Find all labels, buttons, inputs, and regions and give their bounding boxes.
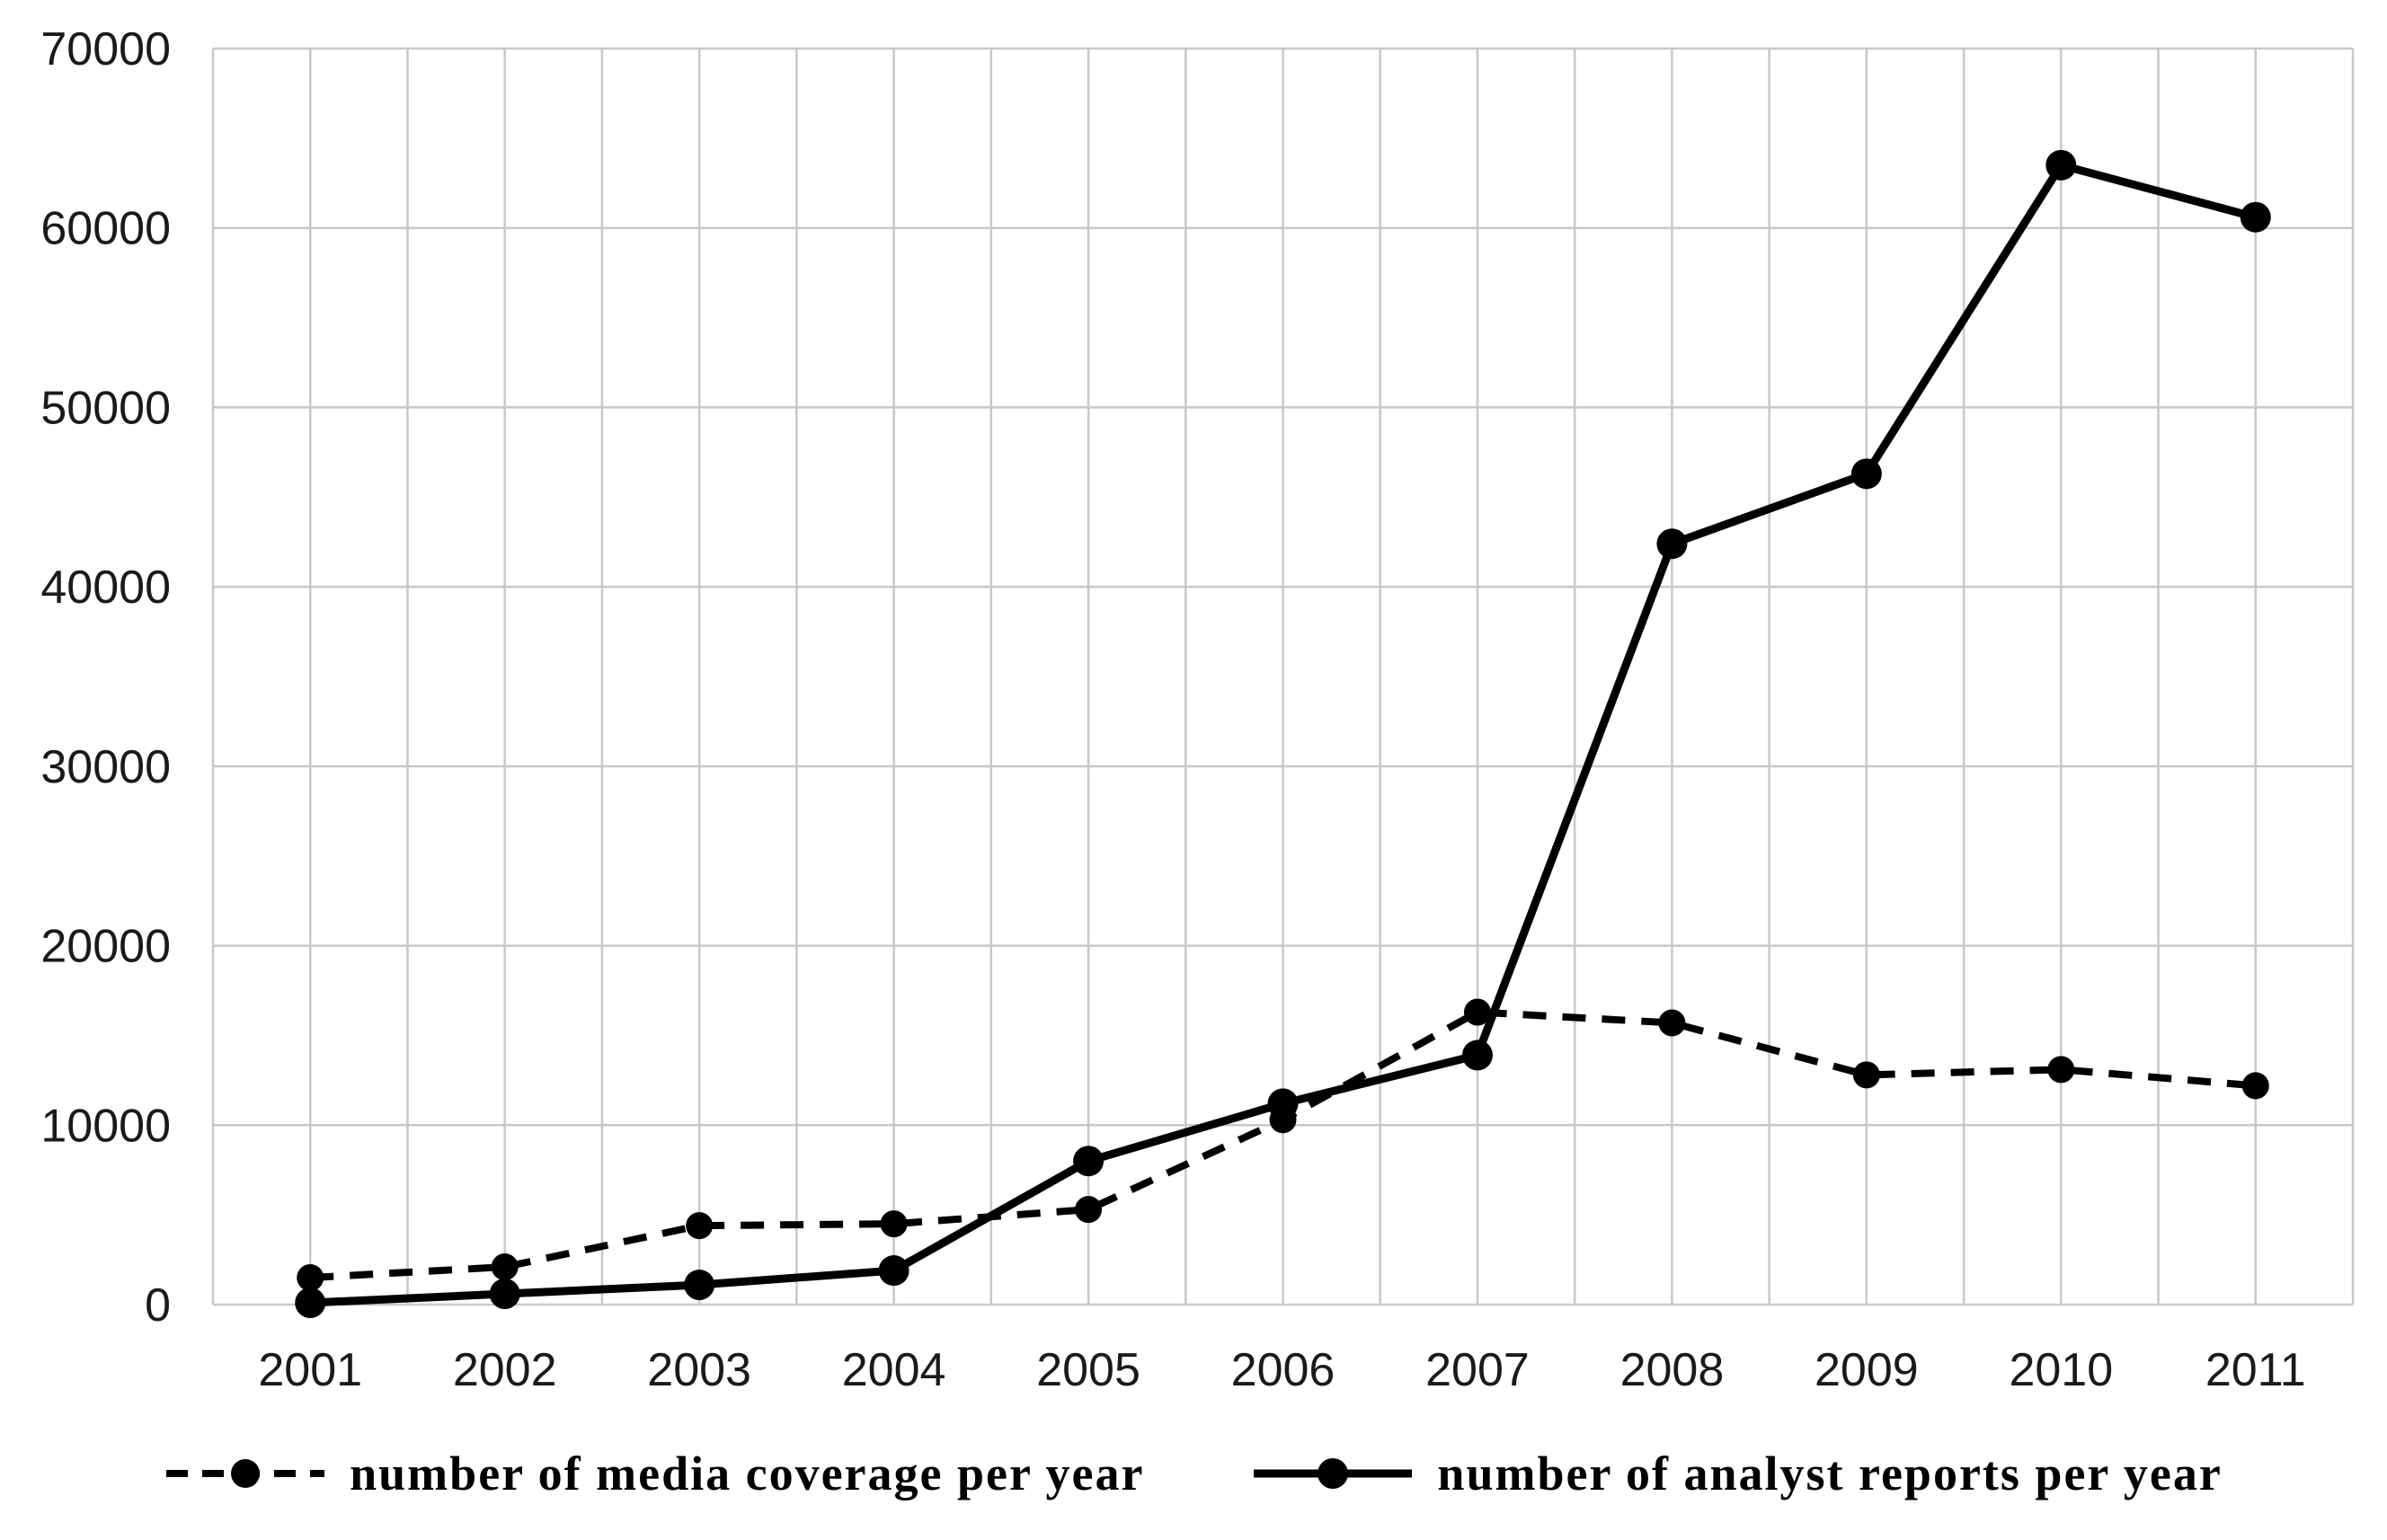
data-point bbox=[1850, 458, 1882, 490]
data-point bbox=[1075, 1196, 1103, 1224]
data-point bbox=[1852, 1061, 1880, 1089]
legend-label-analyst-reports: number of analyst reports per year bbox=[1437, 1447, 2223, 1500]
y-tick-label: 70000 bbox=[40, 23, 171, 75]
y-tick-label: 30000 bbox=[40, 741, 171, 793]
dashed-line-marker-sample bbox=[166, 1459, 325, 1488]
legend-label-media-coverage: number of media coverage per year bbox=[350, 1447, 1145, 1500]
x-tick-label: 2001 bbox=[258, 1344, 362, 1396]
data-point bbox=[2047, 1056, 2075, 1084]
y-tick-label: 60000 bbox=[40, 203, 171, 255]
data-point bbox=[297, 1264, 324, 1292]
data-point bbox=[2045, 149, 2077, 181]
legend-item-media-coverage: number of media coverage per year bbox=[164, 1445, 1144, 1502]
data-point bbox=[2241, 1072, 2269, 1100]
data-point bbox=[491, 1253, 519, 1281]
y-tick-label: 50000 bbox=[40, 382, 171, 434]
data-point bbox=[1267, 1088, 1299, 1120]
x-tick-label: 2010 bbox=[2009, 1344, 2113, 1396]
y-tick-label: 40000 bbox=[40, 562, 171, 614]
x-tick-label: 2003 bbox=[647, 1344, 751, 1396]
x-tick-label: 2009 bbox=[1815, 1344, 1919, 1396]
y-tick-label: 10000 bbox=[40, 1100, 171, 1152]
y-tick-label: 0 bbox=[145, 1279, 171, 1332]
x-tick-label: 2004 bbox=[842, 1344, 946, 1396]
x-tick-label: 2007 bbox=[1425, 1344, 1530, 1396]
data-point bbox=[1461, 1040, 1493, 1071]
x-tick-label: 2011 bbox=[2205, 1344, 2306, 1396]
legend-item-analyst-reports: number of analyst reports per year bbox=[1252, 1445, 2222, 1502]
data-point bbox=[880, 1210, 908, 1238]
y-axis-labels: 0 10000 20000 30000 40000 50000 60000 70000 bbox=[40, 23, 171, 1332]
x-tick-label: 2002 bbox=[453, 1344, 557, 1396]
legend-marker-dot bbox=[231, 1459, 261, 1488]
data-point bbox=[1463, 998, 1491, 1026]
series-analyst-reports bbox=[295, 149, 2271, 1319]
x-tick-label: 2008 bbox=[1620, 1344, 1725, 1396]
data-point bbox=[1073, 1146, 1105, 1177]
data-point bbox=[1658, 1009, 1686, 1037]
y-tick-label: 20000 bbox=[40, 921, 171, 973]
data-point bbox=[1656, 528, 1688, 560]
legend-marker-dot bbox=[1318, 1458, 1349, 1489]
data-point bbox=[878, 1255, 910, 1287]
data-point bbox=[489, 1279, 520, 1310]
x-tick-label: 2005 bbox=[1036, 1344, 1140, 1396]
data-point bbox=[684, 1270, 715, 1301]
x-axis-labels: 2001 2002 2003 2004 2005 2006 2007 2008 2009 2010… bbox=[258, 1344, 2305, 1396]
data-point bbox=[686, 1212, 714, 1240]
data-point bbox=[2240, 201, 2271, 233]
legend: number of media coverage per year number… bbox=[0, 1430, 2387, 1517]
solid-line-marker-sample bbox=[1254, 1458, 1413, 1489]
data-point bbox=[295, 1288, 326, 1319]
x-tick-label: 2006 bbox=[1231, 1344, 1335, 1396]
